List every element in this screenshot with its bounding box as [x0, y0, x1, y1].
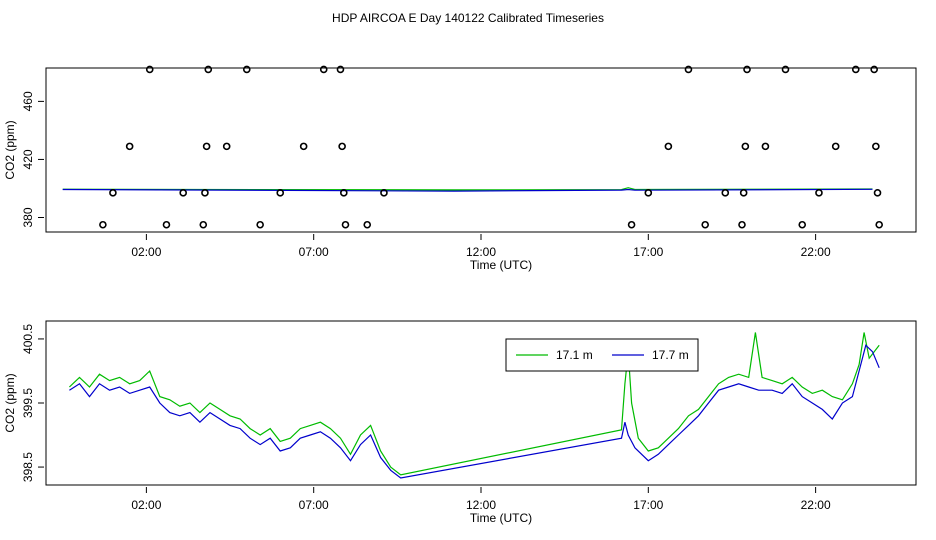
x-tick-label: 02:00: [131, 498, 161, 512]
reference-point: [222, 142, 231, 151]
plot-frame: [45, 67, 917, 233]
reference-point: [701, 220, 709, 229]
reference-point: [684, 65, 693, 74]
reference-point: [831, 142, 840, 151]
reference-point: [204, 65, 213, 74]
reference-point: [125, 142, 134, 151]
series-line-1: [62, 188, 873, 192]
legend: 17.1 m 17.7 m: [505, 338, 699, 372]
plot-frame: [45, 320, 917, 486]
y-tick-label: 420: [21, 149, 35, 169]
series-line-0: [62, 187, 873, 191]
y-axis-label: CO2 (ppm): [3, 120, 17, 179]
reference-point: [761, 142, 770, 151]
legend-label: 17.1 m: [556, 348, 593, 362]
x-tick-label: 22:00: [801, 245, 831, 259]
y-tick-label: 460: [21, 91, 35, 111]
reference-point: [109, 189, 117, 197]
reference-point: [340, 189, 348, 197]
reference-point: [145, 65, 154, 74]
reference-point: [721, 189, 730, 197]
y-tick-label: 399.5: [21, 388, 35, 418]
x-tick-label: 07:00: [299, 498, 329, 512]
series-line-0: [68, 332, 880, 476]
reference-point: [873, 189, 882, 197]
y-tick-label: 400.5: [21, 324, 35, 354]
reference-point: [199, 220, 208, 229]
reference-point: [201, 189, 209, 197]
x-tick-label: 17:00: [633, 498, 663, 512]
reference-point: [363, 220, 372, 229]
reference-point: [242, 65, 251, 74]
reference-point: [341, 220, 350, 229]
legend-label: 17.7 m: [652, 348, 689, 362]
figure-title: HDP AIRCOA E Day 140122 Calibrated Times…: [332, 11, 604, 25]
reference-point: [299, 142, 308, 151]
x-tick-label: 17:00: [633, 245, 663, 259]
reference-scatter-panel: 02:00 07:00 12:00 17:00 22:00 Time (UTC) 380 42…: [3, 65, 917, 272]
reference-point: [256, 220, 264, 229]
x-tick-label: 02:00: [131, 245, 161, 259]
series-line-1: [69, 344, 880, 479]
reference-point: [739, 189, 748, 197]
reference-point: [179, 189, 187, 197]
reference-point: [743, 65, 751, 74]
reference-point: [338, 142, 346, 151]
y-axis-label: CO2 (ppm): [3, 373, 17, 432]
reference-point: [336, 65, 345, 74]
reference-point: [781, 65, 790, 74]
x-tick-label: 12:00: [466, 245, 496, 259]
reference-point: [627, 220, 636, 229]
x-axis-label: Time (UTC): [470, 258, 532, 272]
reference-point: [644, 189, 653, 197]
reference-point: [798, 220, 807, 229]
reference-point: [99, 220, 107, 229]
reference-point: [815, 189, 823, 197]
co2-timeseries-panel: 02:00 07:00 12:00 17:00 22:00 Time (UTC) 398.5…: [3, 320, 917, 525]
reference-point: [319, 65, 328, 74]
x-axis-label: Time (UTC): [470, 511, 532, 525]
y-tick-label: 398.5: [21, 452, 35, 482]
reference-point: [380, 189, 388, 197]
reference-point: [741, 142, 750, 151]
reference-point: [851, 65, 860, 74]
reference-point: [738, 220, 746, 229]
x-tick-label: 07:00: [299, 245, 329, 259]
y-tick-label: 380: [21, 207, 35, 227]
reference-point: [872, 142, 880, 151]
reference-point: [875, 220, 883, 229]
x-tick-label: 12:00: [466, 498, 496, 512]
reference-point: [202, 142, 211, 151]
reference-point: [276, 189, 285, 197]
x-tick-label: 22:00: [801, 498, 831, 512]
reference-point: [664, 142, 673, 151]
reference-point: [870, 65, 878, 74]
reference-point: [162, 220, 171, 229]
